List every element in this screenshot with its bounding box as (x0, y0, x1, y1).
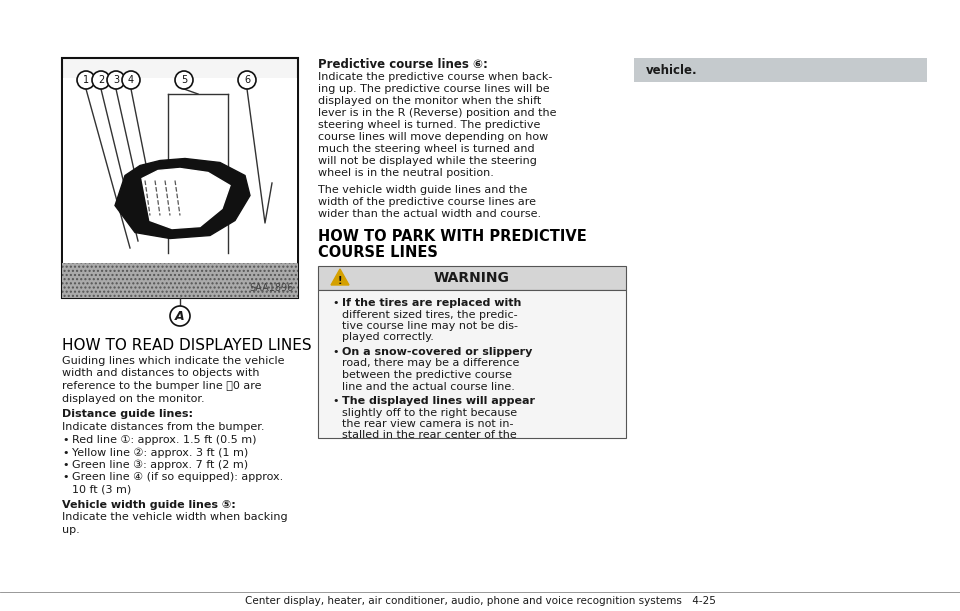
Text: On a snow-covered or slippery: On a snow-covered or slippery (342, 347, 533, 357)
Text: lever is in the R (Reverse) position and the: lever is in the R (Reverse) position and… (318, 108, 557, 118)
Circle shape (107, 71, 125, 89)
Circle shape (238, 71, 256, 89)
Circle shape (175, 71, 193, 89)
Text: If the tires are replaced with: If the tires are replaced with (342, 298, 521, 308)
Text: HOW TO READ DISPLAYED LINES: HOW TO READ DISPLAYED LINES (62, 338, 312, 353)
Text: 1: 1 (83, 75, 89, 85)
Polygon shape (142, 169, 230, 229)
Text: The displayed lines will appear: The displayed lines will appear (342, 396, 535, 406)
Text: reference to the bumper line ⑀0 are: reference to the bumper line ⑀0 are (62, 381, 261, 391)
Text: between the predictive course: between the predictive course (342, 370, 512, 380)
Text: road, there may be a difference: road, there may be a difference (342, 359, 519, 368)
Text: Predictive course lines ⑥:: Predictive course lines ⑥: (318, 58, 488, 71)
Text: !: ! (338, 276, 343, 286)
Text: •: • (62, 435, 68, 445)
Text: displayed on the monitor.: displayed on the monitor. (62, 393, 204, 403)
Text: 5: 5 (180, 75, 187, 85)
Text: vehicle.: vehicle. (646, 64, 698, 77)
Text: 10 ft (3 m): 10 ft (3 m) (72, 485, 132, 495)
Text: COURSE LINES: COURSE LINES (318, 245, 438, 260)
Bar (62, 58, 298, 298)
Polygon shape (115, 158, 250, 238)
Text: Indicate the vehicle width when backing: Indicate the vehicle width when backing (62, 513, 288, 522)
Text: •: • (332, 396, 339, 406)
Text: The vehicle width guide lines and the: The vehicle width guide lines and the (318, 185, 527, 195)
Text: •: • (332, 298, 339, 308)
Text: Green line ④ (if so equipped): approx.: Green line ④ (if so equipped): approx. (72, 472, 283, 483)
Text: 2: 2 (98, 75, 104, 85)
Bar (634, 58, 927, 82)
Text: played correctly.: played correctly. (342, 332, 434, 343)
Text: SAA1896: SAA1896 (250, 283, 294, 293)
Text: will not be displayed while the steering: will not be displayed while the steering (318, 156, 537, 166)
Bar (318, 290, 626, 438)
Text: steering wheel is turned. The predictive: steering wheel is turned. The predictive (318, 120, 540, 130)
Text: 6: 6 (244, 75, 250, 85)
Text: wheel is in the neutral position.: wheel is in the neutral position. (318, 168, 493, 178)
Text: the rear view camera is not in-: the rear view camera is not in- (342, 419, 514, 429)
Text: stalled in the rear center of the: stalled in the rear center of the (342, 431, 516, 441)
Text: width and distances to objects with: width and distances to objects with (62, 368, 259, 378)
Text: 3: 3 (113, 75, 119, 85)
Text: Yellow line ②: approx. 3 ft (1 m): Yellow line ②: approx. 3 ft (1 m) (72, 447, 249, 458)
Bar (63, 78, 297, 263)
Text: Indicate the predictive course when back-: Indicate the predictive course when back… (318, 72, 552, 82)
Text: ing up. The predictive course lines will be: ing up. The predictive course lines will… (318, 84, 550, 94)
Text: Guiding lines which indicate the vehicle: Guiding lines which indicate the vehicle (62, 356, 284, 366)
Text: •: • (62, 472, 68, 483)
Text: wider than the actual width and course.: wider than the actual width and course. (318, 209, 541, 219)
Circle shape (92, 71, 110, 89)
Text: •: • (62, 447, 68, 458)
Text: Distance guide lines:: Distance guide lines: (62, 409, 193, 419)
Text: Indicate distances from the bumper.: Indicate distances from the bumper. (62, 422, 265, 432)
Text: Green line ③: approx. 7 ft (2 m): Green line ③: approx. 7 ft (2 m) (72, 460, 248, 470)
Text: WARNING: WARNING (434, 271, 510, 285)
Text: course lines will move depending on how: course lines will move depending on how (318, 132, 548, 142)
Text: much the steering wheel is turned and: much the steering wheel is turned and (318, 144, 535, 154)
Circle shape (77, 71, 95, 89)
Text: •: • (62, 460, 68, 470)
Text: HOW TO PARK WITH PREDICTIVE: HOW TO PARK WITH PREDICTIVE (318, 229, 587, 244)
Polygon shape (331, 269, 349, 285)
Text: displayed on the monitor when the shift: displayed on the monitor when the shift (318, 96, 541, 106)
Text: tive course line may not be dis-: tive course line may not be dis- (342, 321, 518, 331)
Text: Vehicle width guide lines ⑤:: Vehicle width guide lines ⑤: (62, 500, 236, 510)
Text: slightly off to the right because: slightly off to the right because (342, 408, 517, 417)
Text: •: • (332, 347, 339, 357)
Circle shape (122, 71, 140, 89)
Text: Red line ①: approx. 1.5 ft (0.5 m): Red line ①: approx. 1.5 ft (0.5 m) (72, 435, 256, 445)
Text: line and the actual course line.: line and the actual course line. (342, 381, 515, 392)
Text: up.: up. (62, 525, 80, 535)
Text: 4: 4 (128, 75, 134, 85)
Text: width of the predictive course lines are: width of the predictive course lines are (318, 197, 536, 207)
Bar (62, 263, 298, 298)
Text: A: A (175, 310, 185, 323)
Text: Center display, heater, air conditioner, audio, phone and voice recognition syst: Center display, heater, air conditioner,… (245, 596, 715, 606)
Circle shape (170, 306, 190, 326)
Text: different sized tires, the predic-: different sized tires, the predic- (342, 310, 517, 320)
Bar (318, 266, 626, 290)
